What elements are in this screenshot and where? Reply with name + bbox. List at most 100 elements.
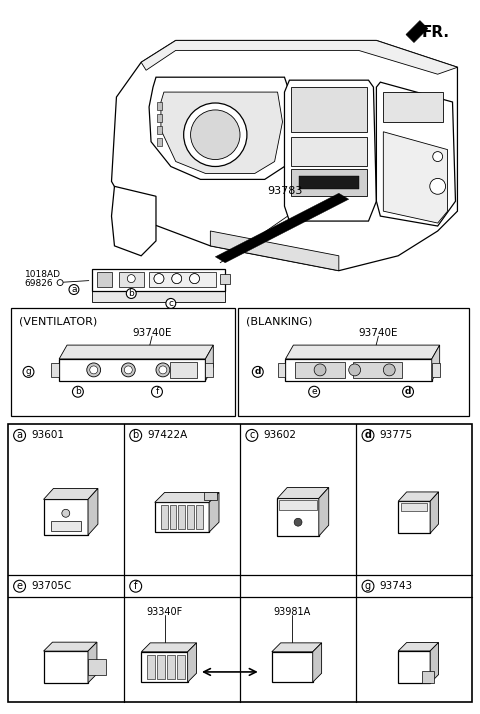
Polygon shape — [277, 488, 329, 498]
Polygon shape — [204, 493, 217, 501]
Circle shape — [294, 518, 302, 526]
Circle shape — [126, 288, 136, 298]
Circle shape — [159, 366, 167, 374]
Polygon shape — [205, 345, 213, 381]
Bar — [96, 271, 111, 286]
Bar — [220, 273, 230, 283]
Text: d: d — [405, 387, 411, 396]
Circle shape — [13, 429, 25, 441]
Polygon shape — [285, 80, 376, 221]
Circle shape — [152, 386, 162, 397]
Text: d: d — [364, 431, 372, 441]
Bar — [170, 362, 197, 378]
Polygon shape — [59, 359, 205, 381]
Text: b: b — [132, 431, 139, 441]
Polygon shape — [44, 642, 97, 651]
Polygon shape — [155, 493, 219, 503]
Polygon shape — [319, 488, 329, 536]
Polygon shape — [291, 87, 367, 132]
Bar — [179, 506, 185, 529]
Text: e: e — [17, 581, 23, 591]
Polygon shape — [277, 498, 319, 536]
Circle shape — [184, 103, 247, 166]
Bar — [11, 308, 235, 416]
Text: b: b — [128, 289, 134, 298]
Polygon shape — [430, 643, 439, 683]
Bar — [169, 506, 177, 529]
Circle shape — [13, 580, 25, 592]
Bar — [238, 308, 469, 416]
Bar — [161, 506, 168, 529]
Bar — [157, 655, 165, 679]
Circle shape — [57, 280, 63, 286]
Circle shape — [154, 273, 164, 283]
Circle shape — [124, 366, 132, 374]
Circle shape — [349, 364, 360, 376]
Circle shape — [130, 580, 142, 592]
Text: 69826: 69826 — [24, 278, 53, 288]
Polygon shape — [286, 345, 440, 359]
Polygon shape — [291, 136, 367, 166]
Text: (VENTILATOR): (VENTILATOR) — [19, 316, 97, 326]
Text: c: c — [168, 299, 173, 308]
Polygon shape — [92, 268, 225, 291]
Text: 93740E: 93740E — [359, 328, 398, 338]
Bar — [167, 655, 175, 679]
Polygon shape — [188, 643, 196, 682]
Polygon shape — [88, 642, 97, 683]
Polygon shape — [384, 132, 447, 223]
Circle shape — [384, 364, 395, 376]
Polygon shape — [398, 492, 439, 501]
Circle shape — [314, 364, 326, 376]
Circle shape — [166, 298, 176, 308]
Polygon shape — [210, 231, 339, 271]
Circle shape — [190, 273, 200, 283]
Polygon shape — [432, 363, 440, 377]
Polygon shape — [161, 92, 283, 174]
Circle shape — [362, 580, 374, 592]
Bar — [279, 501, 317, 511]
Text: 93602: 93602 — [264, 431, 297, 441]
Circle shape — [154, 273, 164, 283]
Text: g: g — [365, 581, 371, 591]
Polygon shape — [272, 643, 322, 652]
Text: 93705C: 93705C — [32, 581, 72, 591]
Polygon shape — [398, 651, 430, 683]
Polygon shape — [430, 492, 439, 533]
Circle shape — [87, 363, 101, 377]
Text: f: f — [156, 387, 158, 396]
Polygon shape — [398, 501, 430, 533]
Polygon shape — [142, 643, 196, 652]
Text: f: f — [134, 581, 137, 591]
Text: a: a — [71, 285, 77, 294]
Polygon shape — [216, 193, 349, 263]
Polygon shape — [44, 488, 98, 499]
Bar — [147, 655, 155, 679]
Bar — [157, 114, 162, 122]
Text: 93340F: 93340F — [146, 607, 182, 617]
Circle shape — [130, 429, 142, 441]
Bar — [384, 92, 443, 122]
Text: FR.: FR. — [422, 24, 450, 39]
Polygon shape — [398, 643, 439, 651]
Circle shape — [252, 366, 263, 377]
Polygon shape — [44, 651, 88, 683]
Text: 93775: 93775 — [380, 431, 413, 441]
Polygon shape — [277, 363, 286, 377]
Polygon shape — [88, 488, 98, 535]
Bar — [295, 362, 345, 378]
Bar — [187, 506, 194, 529]
Circle shape — [309, 386, 320, 397]
Polygon shape — [111, 186, 156, 256]
Polygon shape — [88, 659, 106, 675]
Polygon shape — [92, 291, 225, 303]
Polygon shape — [51, 363, 59, 377]
Circle shape — [172, 273, 182, 283]
Text: 93981A: 93981A — [274, 607, 311, 617]
Polygon shape — [432, 345, 440, 381]
Circle shape — [23, 366, 34, 377]
Circle shape — [430, 178, 445, 194]
Circle shape — [191, 110, 240, 159]
Text: c: c — [249, 431, 254, 441]
Bar — [149, 271, 216, 286]
